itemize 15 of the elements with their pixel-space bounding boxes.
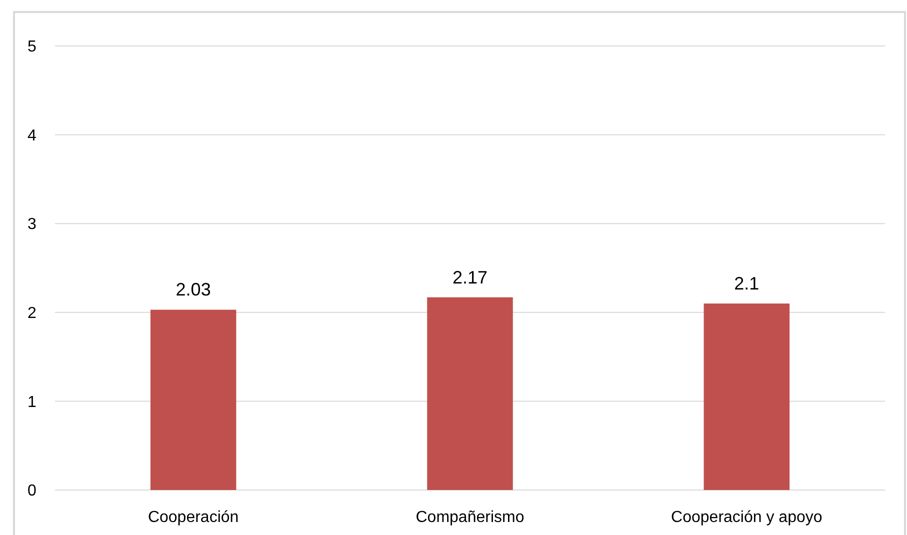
y-tick-label: 3: [28, 216, 37, 234]
bar: [427, 297, 513, 490]
x-tick-label: Compañerismo: [416, 509, 524, 526]
x-tick-label: Cooperación y apoyo: [671, 509, 822, 526]
y-tick-label: 4: [28, 127, 37, 144]
y-tick-label: 1: [28, 394, 37, 411]
x-tick-label: Cooperación: [148, 509, 239, 526]
y-tick-label: 5: [28, 38, 37, 56]
bar: [150, 310, 236, 490]
bar: [704, 304, 790, 490]
data-label: 2.03: [176, 280, 211, 300]
y-tick-label: 2: [28, 305, 37, 322]
data-label: 2.17: [452, 267, 488, 288]
y-tick-label: 0: [28, 482, 37, 500]
data-label: 2.1: [734, 274, 760, 294]
